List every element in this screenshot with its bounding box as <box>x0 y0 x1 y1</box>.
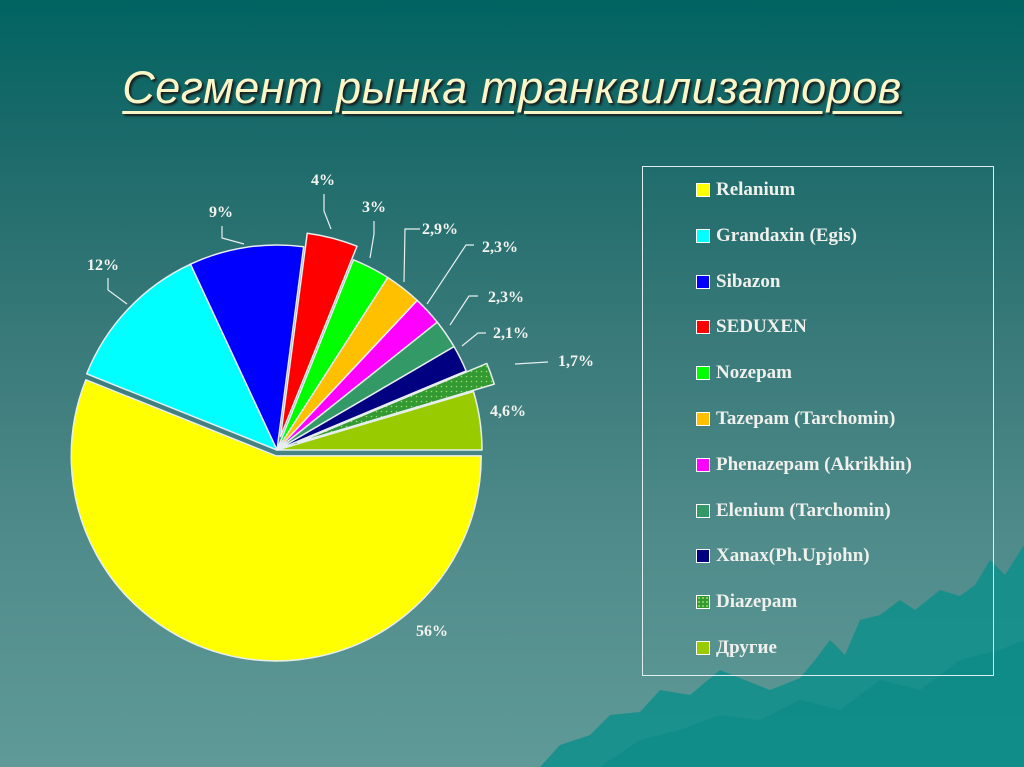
legend-swatch-icon <box>696 595 710 610</box>
legend-swatch-icon <box>696 457 710 472</box>
legend-label: Tazepam (Tarchomin) <box>716 408 896 429</box>
legend-swatch-icon <box>696 503 710 518</box>
pie-slice <box>189 244 305 451</box>
legend-label: Phenazepam (Akrikhin) <box>716 453 912 475</box>
data-label: 2,3% <box>482 239 518 256</box>
legend-item: Grandaxin (Egis) <box>696 225 857 247</box>
data-label: 56% <box>416 623 448 640</box>
pie-slice <box>276 390 483 451</box>
data-label: 1,7% <box>558 353 594 370</box>
legend-item: Sibazon <box>696 271 780 293</box>
legend-label: Elenium (Tarchomin) <box>716 499 891 521</box>
data-label: 12% <box>87 257 119 274</box>
data-label: 2,3% <box>488 289 524 306</box>
legend-label: SEDUXEN <box>716 316 807 338</box>
legend-item: SEDUXEN <box>696 316 807 338</box>
pie-slice <box>279 232 358 438</box>
legend-item: Nozepam <box>696 362 792 384</box>
pie-slice <box>276 345 467 451</box>
legend-swatch-icon <box>696 320 710 335</box>
legend-swatch-icon <box>696 549 710 564</box>
data-label: 9% <box>209 204 233 221</box>
leader-line <box>107 278 128 305</box>
leader-line <box>221 226 245 245</box>
legend-label: Relanium <box>716 179 796 200</box>
legend-item: Diazepam <box>696 591 797 613</box>
legend-item: Xanax(Ph.Upjohn) <box>696 545 870 567</box>
legend-swatch-icon <box>696 412 710 426</box>
data-label: 3% <box>362 199 386 216</box>
legend-label: Grandaxin (Egis) <box>716 224 857 246</box>
legend-item: Elenium (Tarchomin) <box>696 500 891 522</box>
legend-label: Nozepam <box>716 362 792 384</box>
legend-label: Sibazon <box>716 270 781 292</box>
leader-line <box>461 332 486 347</box>
legend-swatch-icon <box>696 641 710 655</box>
legend-item: Tazepam (Tarchomin) <box>696 408 895 430</box>
leader-line <box>323 194 332 230</box>
legend-item: Relanium <box>696 179 795 201</box>
legend-label: Другие <box>716 637 777 658</box>
legend-swatch-icon <box>696 183 710 197</box>
legend-label: Diazepam <box>716 591 798 613</box>
data-label: 4% <box>311 172 335 189</box>
slide-title: Сегмент рынка транквилизаторов <box>122 62 902 113</box>
chart-legend: Relanium Grandaxin (Egis) Sibazon SEDUXEN No… <box>642 166 994 676</box>
legend-item: Другие <box>696 637 777 659</box>
pie-slice <box>296 362 495 444</box>
data-label: 2,1% <box>493 325 529 342</box>
legend-item: Phenazepam (Akrikhin) <box>696 454 912 476</box>
pie-slice <box>70 379 482 662</box>
leader-line <box>449 295 478 326</box>
legend-swatch-icon <box>696 274 710 289</box>
leader-line <box>369 221 375 259</box>
pie-slice <box>85 263 278 451</box>
leader-line <box>403 228 420 283</box>
leader-line <box>426 244 474 305</box>
leader-line <box>514 361 549 365</box>
data-label: 2,9% <box>422 221 458 238</box>
legend-label: Xanax(Ph.Upjohn) <box>716 545 870 567</box>
legend-swatch-icon <box>696 228 710 243</box>
data-label: 4,6% <box>490 403 526 420</box>
legend-swatch-icon <box>696 366 710 381</box>
